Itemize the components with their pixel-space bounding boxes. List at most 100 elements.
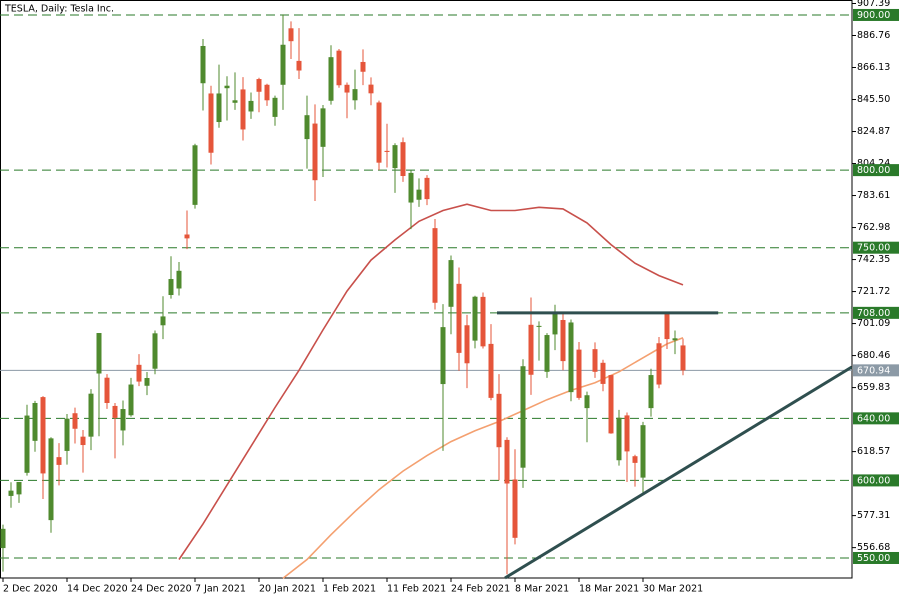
candle-body <box>600 362 606 384</box>
level-label: 750.00 <box>857 243 890 254</box>
level-label: 670.94 <box>857 365 890 376</box>
candle-body <box>8 490 14 496</box>
candle-body <box>200 45 206 84</box>
y-tick-label: 618.57 <box>857 446 890 457</box>
candle-body <box>560 319 566 362</box>
candle-body <box>136 364 142 382</box>
x-tick-label: 11 Feb 2021 <box>387 584 446 595</box>
candle-body <box>224 85 230 89</box>
candle-body <box>656 343 662 385</box>
candle-body <box>672 338 678 341</box>
candle-body <box>408 172 414 203</box>
y-tick-label: 824.87 <box>857 126 890 137</box>
candle-body <box>664 313 670 340</box>
candle-body <box>152 333 158 369</box>
x-tick-label: 8 Mar 2021 <box>515 584 569 595</box>
candle-body <box>288 28 294 42</box>
candle-body <box>104 377 110 403</box>
level-label-box <box>853 551 899 564</box>
candle-body <box>528 324 534 375</box>
y-tick-label: 762.98 <box>857 222 890 233</box>
candle-body <box>192 145 198 205</box>
candle-body <box>176 270 182 289</box>
candle-body <box>552 313 558 335</box>
candle-body <box>432 228 438 303</box>
level-label: 600.00 <box>857 475 890 486</box>
candle-body <box>632 456 638 463</box>
candle-body <box>576 349 582 398</box>
candle-body <box>496 393 502 448</box>
candle-body <box>240 89 246 130</box>
candle-body <box>24 415 30 473</box>
level-label: 800.00 <box>857 165 890 176</box>
y-tick-label: 577.31 <box>857 510 890 521</box>
candle-body <box>336 50 342 86</box>
candle-body <box>184 234 190 239</box>
candle-body <box>448 260 454 307</box>
candle-body <box>640 425 646 478</box>
y-tick-label: 721.72 <box>857 286 890 297</box>
candle-body <box>264 84 270 101</box>
trendline <box>504 365 853 580</box>
candle-body <box>256 79 262 92</box>
candle-body <box>312 123 318 181</box>
moving-average <box>178 203 684 560</box>
candle-body <box>616 417 622 461</box>
candle-body <box>56 457 62 465</box>
candle-body <box>376 102 382 163</box>
candle-body <box>32 402 38 441</box>
y-tick-label: 845.50 <box>857 94 890 105</box>
x-tick-label: 14 Dec 2020 <box>67 584 128 595</box>
y-tick-label: 783.61 <box>857 190 890 201</box>
candle-body <box>504 439 510 484</box>
candle-body <box>296 60 302 71</box>
candle-body <box>40 397 46 474</box>
level-label: 550.00 <box>857 553 890 564</box>
level-label: 708.00 <box>857 308 890 319</box>
candle-body <box>80 436 86 446</box>
level-label-box <box>853 8 899 21</box>
x-tick-label: 7 Jan 2021 <box>195 584 246 595</box>
candle-body <box>360 61 366 72</box>
level-label: 900.00 <box>857 10 890 21</box>
candle-body <box>368 84 374 94</box>
candle-body <box>16 481 22 495</box>
candle-body <box>128 384 134 416</box>
candle-body <box>416 189 422 200</box>
candle-body <box>0 528 6 549</box>
candle-body <box>88 393 94 437</box>
x-tick-label: 24 Feb 2021 <box>451 584 510 595</box>
y-tick-label: 556.68 <box>857 542 890 553</box>
candle-body <box>112 405 118 418</box>
candle-body <box>424 177 430 200</box>
candle-body <box>592 349 598 372</box>
x-tick-label: 24 Dec 2020 <box>131 584 192 595</box>
level-label-box <box>853 164 899 177</box>
plot-frame <box>0 0 853 579</box>
candle-body <box>400 142 406 177</box>
candle-body <box>120 409 126 431</box>
level-label-box <box>853 412 899 425</box>
candle-body <box>248 100 254 112</box>
candle-body <box>320 108 326 147</box>
candle-body <box>328 57 334 101</box>
candle-body <box>464 325 470 364</box>
candle-body <box>144 378 150 386</box>
candle-body <box>216 93 222 123</box>
candle-body <box>72 413 78 429</box>
y-tick-label: 804.24 <box>857 158 890 169</box>
candle-body <box>584 395 590 409</box>
candle-body <box>384 150 390 152</box>
candle-body <box>280 44 286 85</box>
level-label-box <box>853 241 899 254</box>
candle-body <box>456 283 462 353</box>
candle-body <box>64 418 70 451</box>
level-label: 640.00 <box>857 413 890 424</box>
chart-title: TESLA, Daily: Tesla Inc. <box>4 4 114 15</box>
candle-body <box>520 366 526 468</box>
candle-body <box>648 375 654 409</box>
candle-body <box>680 345 686 371</box>
candle-body <box>208 93 214 153</box>
level-label-box <box>853 364 899 377</box>
y-tick-label: 886.76 <box>857 30 890 41</box>
